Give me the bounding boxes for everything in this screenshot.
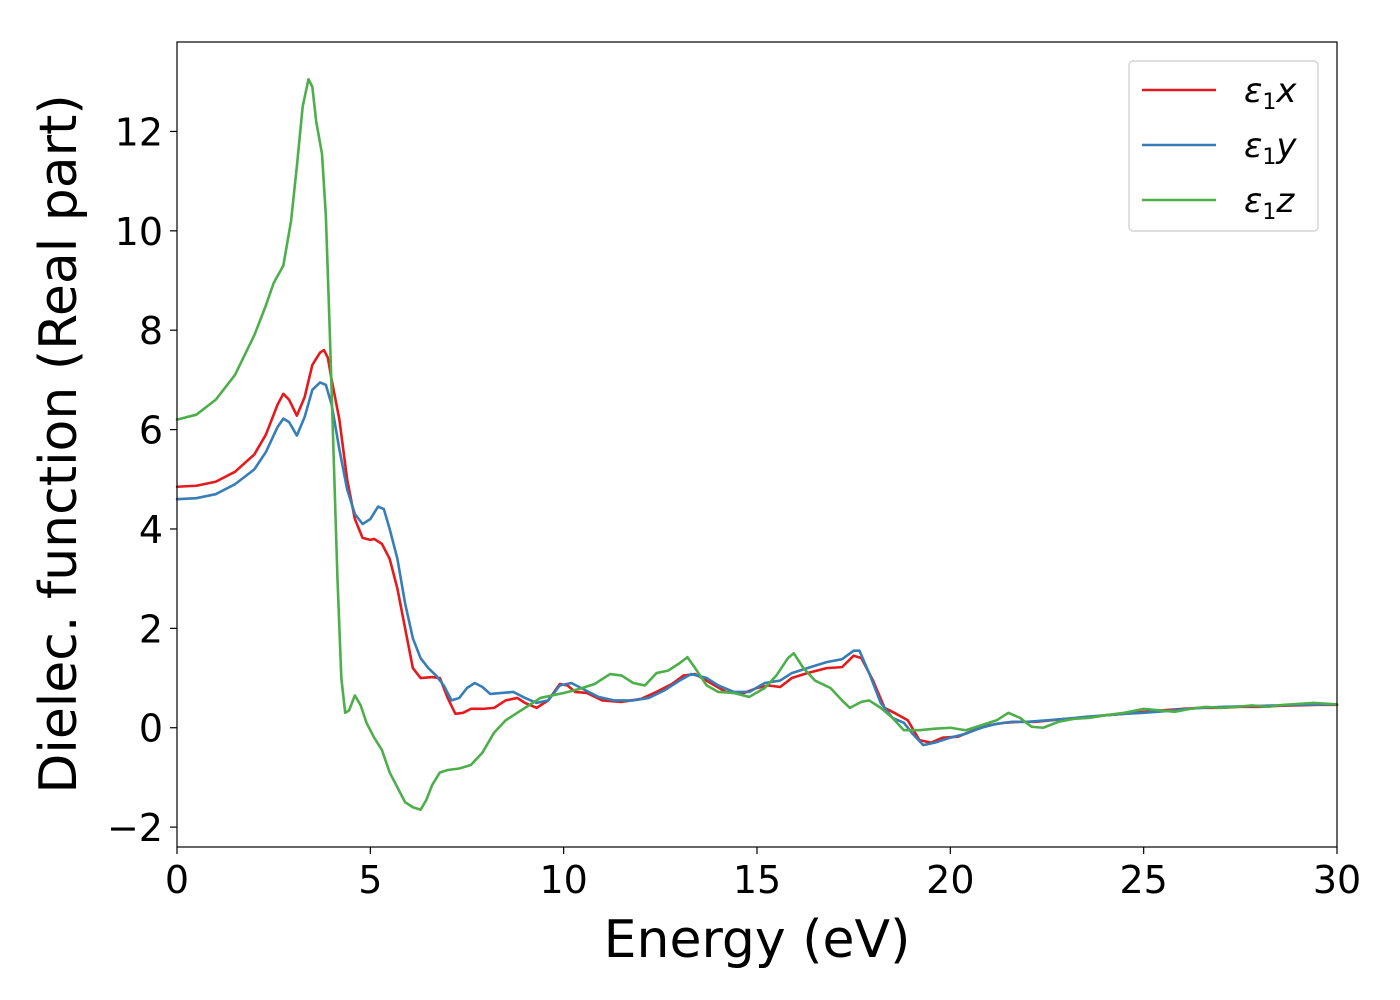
y-axis-label: Dielec. function (Real part) bbox=[29, 94, 89, 793]
x-tick-label: 0 bbox=[165, 858, 189, 902]
legend-label-y: ε1y bbox=[1244, 126, 1297, 170]
legend-label-x: ε1x bbox=[1244, 71, 1297, 115]
series-layer bbox=[175, 77, 1339, 812]
x-tick-label: 10 bbox=[539, 858, 587, 902]
y-tick-label: 6 bbox=[139, 409, 163, 453]
y-tick-label: 8 bbox=[139, 309, 163, 353]
y-axis-ticks: −2 0 2 4 6 8 10 12 bbox=[107, 110, 177, 850]
y-tick-label: 10 bbox=[115, 210, 163, 254]
y-tick-label: −2 bbox=[107, 806, 163, 850]
x-axis-ticks: 0 5 10 15 20 25 30 bbox=[165, 847, 1361, 902]
x-tick-label: 15 bbox=[733, 858, 781, 902]
x-tick-label: 20 bbox=[926, 858, 974, 902]
y-tick-label: 2 bbox=[139, 607, 163, 651]
x-axis-label: Energy (eV) bbox=[604, 910, 911, 970]
x-tick-label: 5 bbox=[358, 858, 382, 902]
y-tick-label: 0 bbox=[139, 707, 163, 751]
x-tick-label: 30 bbox=[1313, 858, 1361, 902]
legend-label-z: ε1z bbox=[1244, 181, 1295, 225]
x-tick-label: 25 bbox=[1119, 858, 1167, 902]
series-line-y bbox=[175, 381, 1339, 747]
series-line-z bbox=[175, 77, 1339, 812]
y-tick-label: 12 bbox=[115, 110, 163, 154]
y-tick-label: 4 bbox=[139, 508, 163, 552]
legend: ε1x ε1y ε1z bbox=[1128, 60, 1319, 232]
legend-box bbox=[1128, 60, 1319, 232]
